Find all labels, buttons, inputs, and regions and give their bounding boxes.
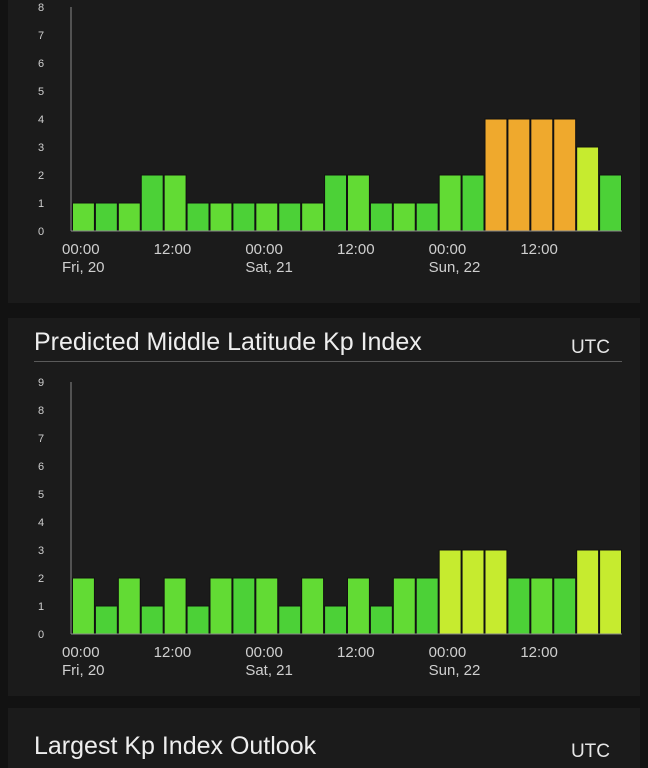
kp-bar xyxy=(576,146,600,232)
kp-bar xyxy=(117,577,141,635)
section-title: Predicted Middle Latitude Kp Index xyxy=(34,328,422,356)
x-tick-time: 00:00 xyxy=(245,241,283,258)
kp-bar xyxy=(324,174,348,232)
kp-bar xyxy=(209,577,233,635)
y-tick-label: 6 xyxy=(38,58,44,70)
utc-label[interactable]: UTC xyxy=(570,337,610,358)
x-tick-time: 00:00 xyxy=(62,241,100,258)
x-tick-time: 12:00 xyxy=(337,241,375,258)
kp-bar xyxy=(324,605,348,635)
y-tick-label: 6 xyxy=(38,461,44,473)
kp-bar xyxy=(140,174,164,232)
y-tick-label: 3 xyxy=(38,545,44,557)
title-divider xyxy=(34,361,622,362)
kp-bar xyxy=(415,577,439,635)
kp-bar xyxy=(186,202,210,232)
kp-bar xyxy=(553,118,577,232)
kp-bar xyxy=(278,202,302,232)
kp-bar xyxy=(301,577,325,635)
kp-bar xyxy=(255,577,279,635)
x-tick-time: 00:00 xyxy=(429,241,467,258)
top-chart-panel: 0 1 2 3 4 5 6 7 8 00:00 Fri, 20 12:00 00:00 Sat, 21 12… xyxy=(8,0,640,303)
y-tick-label: 9 xyxy=(38,377,44,389)
kp-bar xyxy=(461,174,485,232)
x-tick-time: 12:00 xyxy=(337,644,375,661)
kp-bar xyxy=(278,605,302,635)
kp-bar xyxy=(507,577,531,635)
y-tick-label: 4 xyxy=(38,114,44,126)
x-tick-time: 00:00 xyxy=(62,644,100,661)
kp-bar xyxy=(209,202,233,232)
y-tick-label: 1 xyxy=(38,601,44,613)
kp-bar xyxy=(507,118,531,232)
y-tick-label: 8 xyxy=(38,2,44,14)
kp-bar xyxy=(186,605,210,635)
kp-bar xyxy=(369,202,393,232)
kp-bar xyxy=(117,202,141,232)
kp-bar xyxy=(163,577,187,635)
y-tick-label: 0 xyxy=(38,226,44,238)
y-tick-label: 0 xyxy=(38,629,44,641)
kp-bar xyxy=(369,605,393,635)
kp-bar xyxy=(255,202,279,232)
y-tick-label: 2 xyxy=(38,170,44,182)
kp-bar xyxy=(347,174,370,232)
kp-bar xyxy=(599,174,622,232)
y-tick-label: 1 xyxy=(38,198,44,210)
x-tick-time: 12:00 xyxy=(154,241,192,258)
y-tick-label: 7 xyxy=(38,433,44,445)
kp-bar xyxy=(461,549,485,635)
kp-bar xyxy=(438,549,462,635)
y-tick-label: 4 xyxy=(38,517,44,529)
y-tick-label: 3 xyxy=(38,142,44,154)
y-tick-label: 5 xyxy=(38,86,44,98)
kp-bar xyxy=(392,202,416,232)
kp-bar xyxy=(576,549,600,635)
x-tick-time: 00:00 xyxy=(429,644,467,661)
middle-latitude-panel: Predicted Middle Latitude Kp Index UTC 0… xyxy=(8,318,640,696)
kp-bar xyxy=(72,202,95,232)
y-tick-label: 5 xyxy=(38,489,44,501)
x-tick-time: 12:00 xyxy=(520,241,558,258)
kp-bar xyxy=(530,118,554,232)
kp-bar xyxy=(484,118,508,232)
section-title: Largest Kp Index Outlook xyxy=(34,732,317,760)
kp-bar xyxy=(415,202,439,232)
x-tick-day: Sat, 21 xyxy=(245,259,293,276)
kp-bar xyxy=(553,577,577,635)
kp-bar xyxy=(530,577,554,635)
x-tick-time: 12:00 xyxy=(520,644,558,661)
x-tick-day: Sun, 22 xyxy=(429,259,481,276)
kp-bar xyxy=(599,549,622,635)
kp-bar xyxy=(94,202,118,232)
kp-bar xyxy=(347,577,370,635)
kp-bar xyxy=(232,202,256,232)
x-tick-day: Sun, 22 xyxy=(429,662,481,679)
x-tick-time: 00:00 xyxy=(245,644,283,661)
kp-bar xyxy=(301,202,325,232)
y-tick-label: 2 xyxy=(38,573,44,585)
x-tick-time: 12:00 xyxy=(154,644,192,661)
x-tick-day: Fri, 20 xyxy=(62,662,105,679)
x-tick-day: Fri, 20 xyxy=(62,259,105,276)
kp-bar xyxy=(438,174,462,232)
kp-bar xyxy=(392,577,416,635)
kp-bar xyxy=(94,605,118,635)
y-tick-label: 7 xyxy=(38,30,44,42)
kp-bar xyxy=(232,577,256,635)
y-tick-label: 8 xyxy=(38,405,44,417)
kp-bar xyxy=(72,577,95,635)
outlook-panel: Largest Kp Index Outlook UTC xyxy=(8,708,640,768)
kp-bar xyxy=(140,605,164,635)
utc-label[interactable]: UTC xyxy=(570,741,610,762)
kp-bar xyxy=(163,174,187,232)
kp-bar xyxy=(484,549,508,635)
x-tick-day: Sat, 21 xyxy=(245,662,293,679)
